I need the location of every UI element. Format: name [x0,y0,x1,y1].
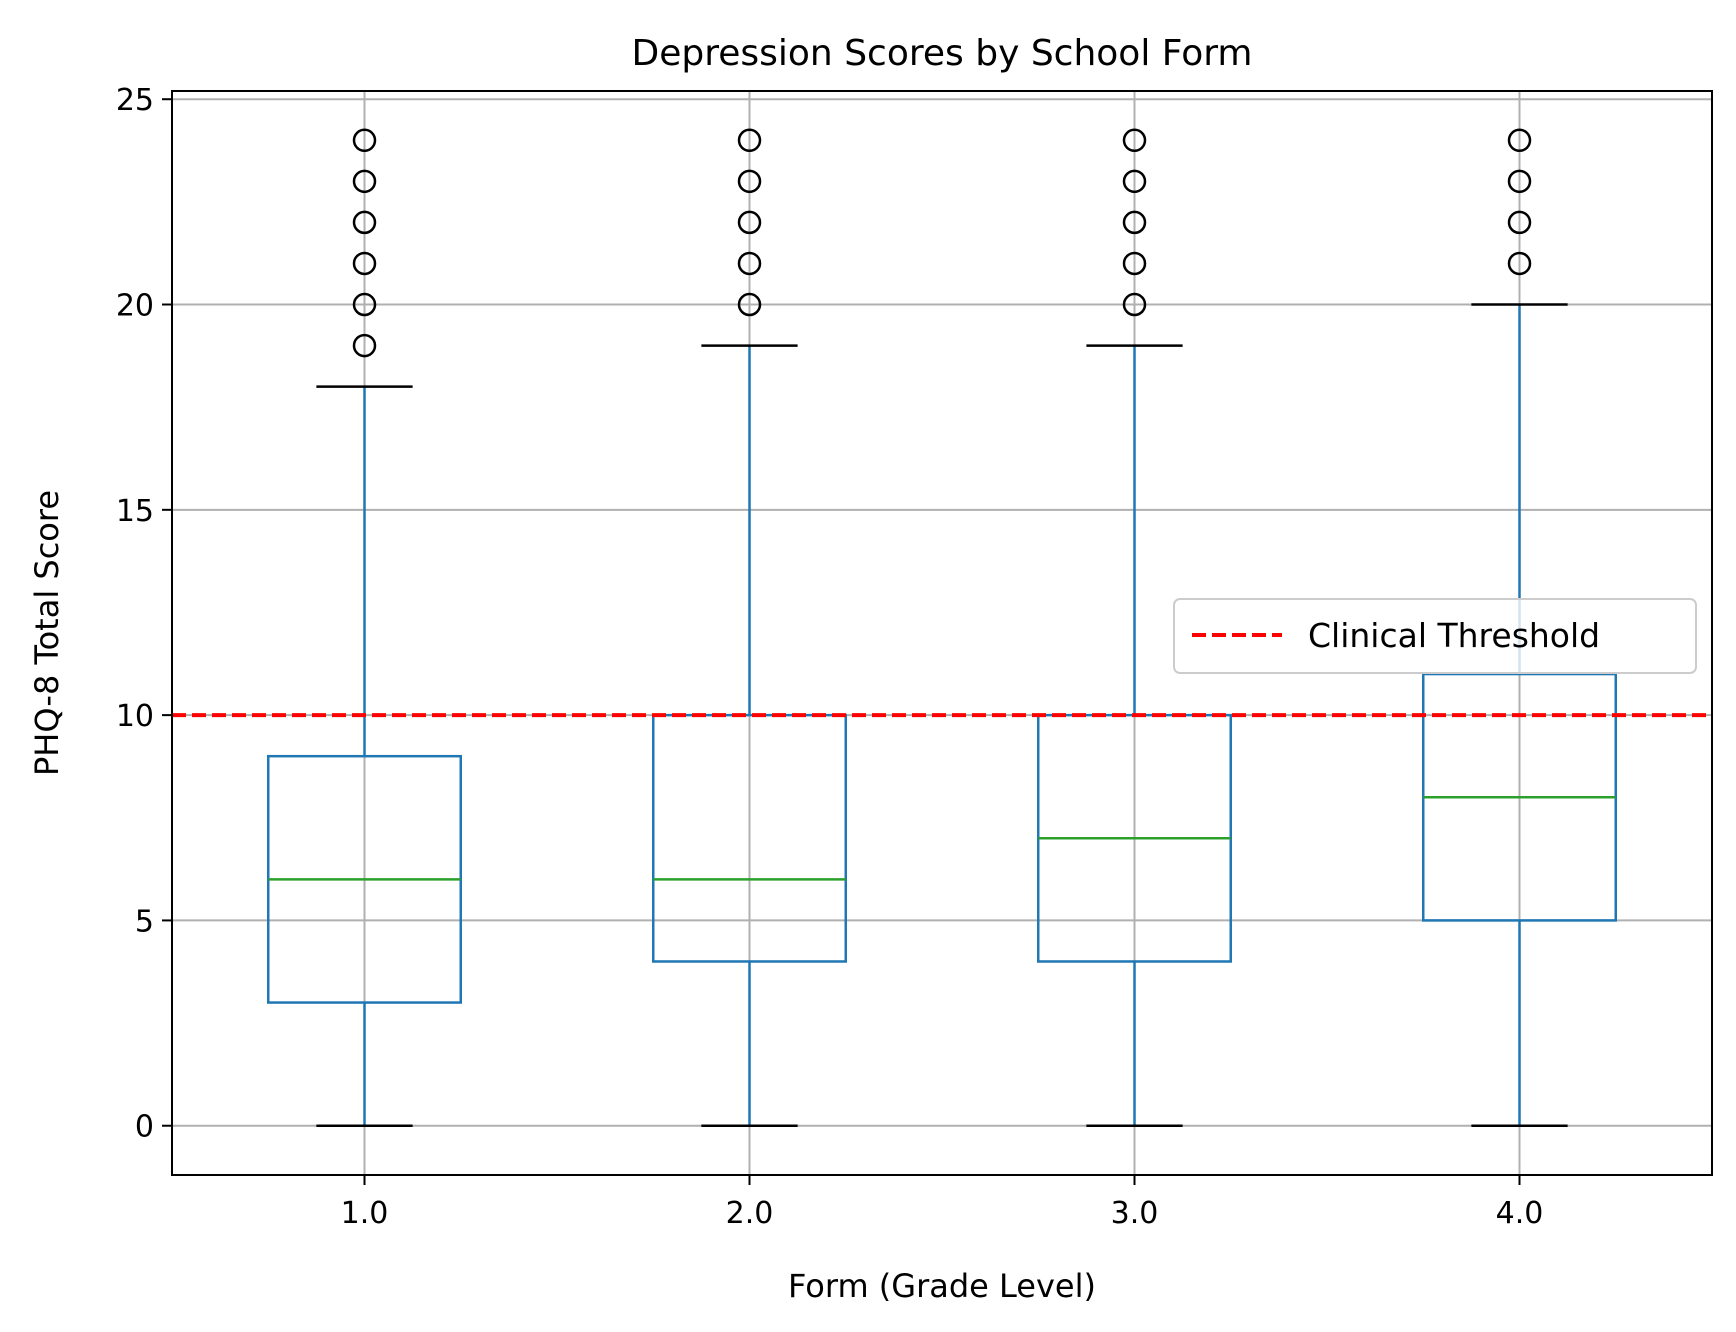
x-tick-label: 4.0 [1496,1196,1544,1231]
box-group-2.0 [652,128,847,1127]
box-group-1.0 [267,128,462,1127]
outlier-point [352,210,377,235]
outlier-point [737,251,762,276]
y-axis-label: PHQ-8 Total Score [28,490,66,776]
x-tick-label: 2.0 [726,1196,774,1231]
outlier-point [1122,251,1147,276]
outlier-point [737,292,762,317]
outlier-point [1507,128,1532,153]
outlier-point [1122,169,1147,194]
legend-box [1173,598,1697,674]
outlier-point [352,333,377,358]
boxes [267,128,1617,1127]
legend: Clinical Threshold [1173,598,1697,674]
x-tick-label: 1.0 [341,1196,389,1231]
outlier-point [352,251,377,276]
outlier-point [737,210,762,235]
y-tick-label: 5 [135,904,154,939]
outlier-point [1507,251,1532,276]
outlier-point [737,169,762,194]
outlier-point [1507,210,1532,235]
chart-title: Depression Scores by School Form [632,33,1253,74]
outlier-point [1507,169,1532,194]
y-tick-label: 0 [135,1110,154,1145]
outlier-point [1122,128,1147,153]
iqr-box [652,713,847,963]
legend-entry-clinical-threshold: Clinical Threshold [1308,616,1600,655]
outlier-point [737,128,762,153]
outlier-point [1122,210,1147,235]
y-tick-label: 15 [116,494,154,529]
x-axis-label: Form (Grade Level) [788,1267,1096,1305]
axis-ticks: 0 5 10 15 20 25 1.0 2.0 3.0 4.0 [116,83,1544,1231]
outlier-point [352,128,377,153]
y-tick-label: 25 [116,83,154,118]
outlier-point [352,169,377,194]
y-tick-label: 20 [116,289,154,324]
plot-area-frame [171,90,1713,1176]
outlier-point [352,292,377,317]
outlier-point [1122,292,1147,317]
y-tick-label: 10 [116,699,154,734]
x-tick-label: 3.0 [1111,1196,1159,1231]
